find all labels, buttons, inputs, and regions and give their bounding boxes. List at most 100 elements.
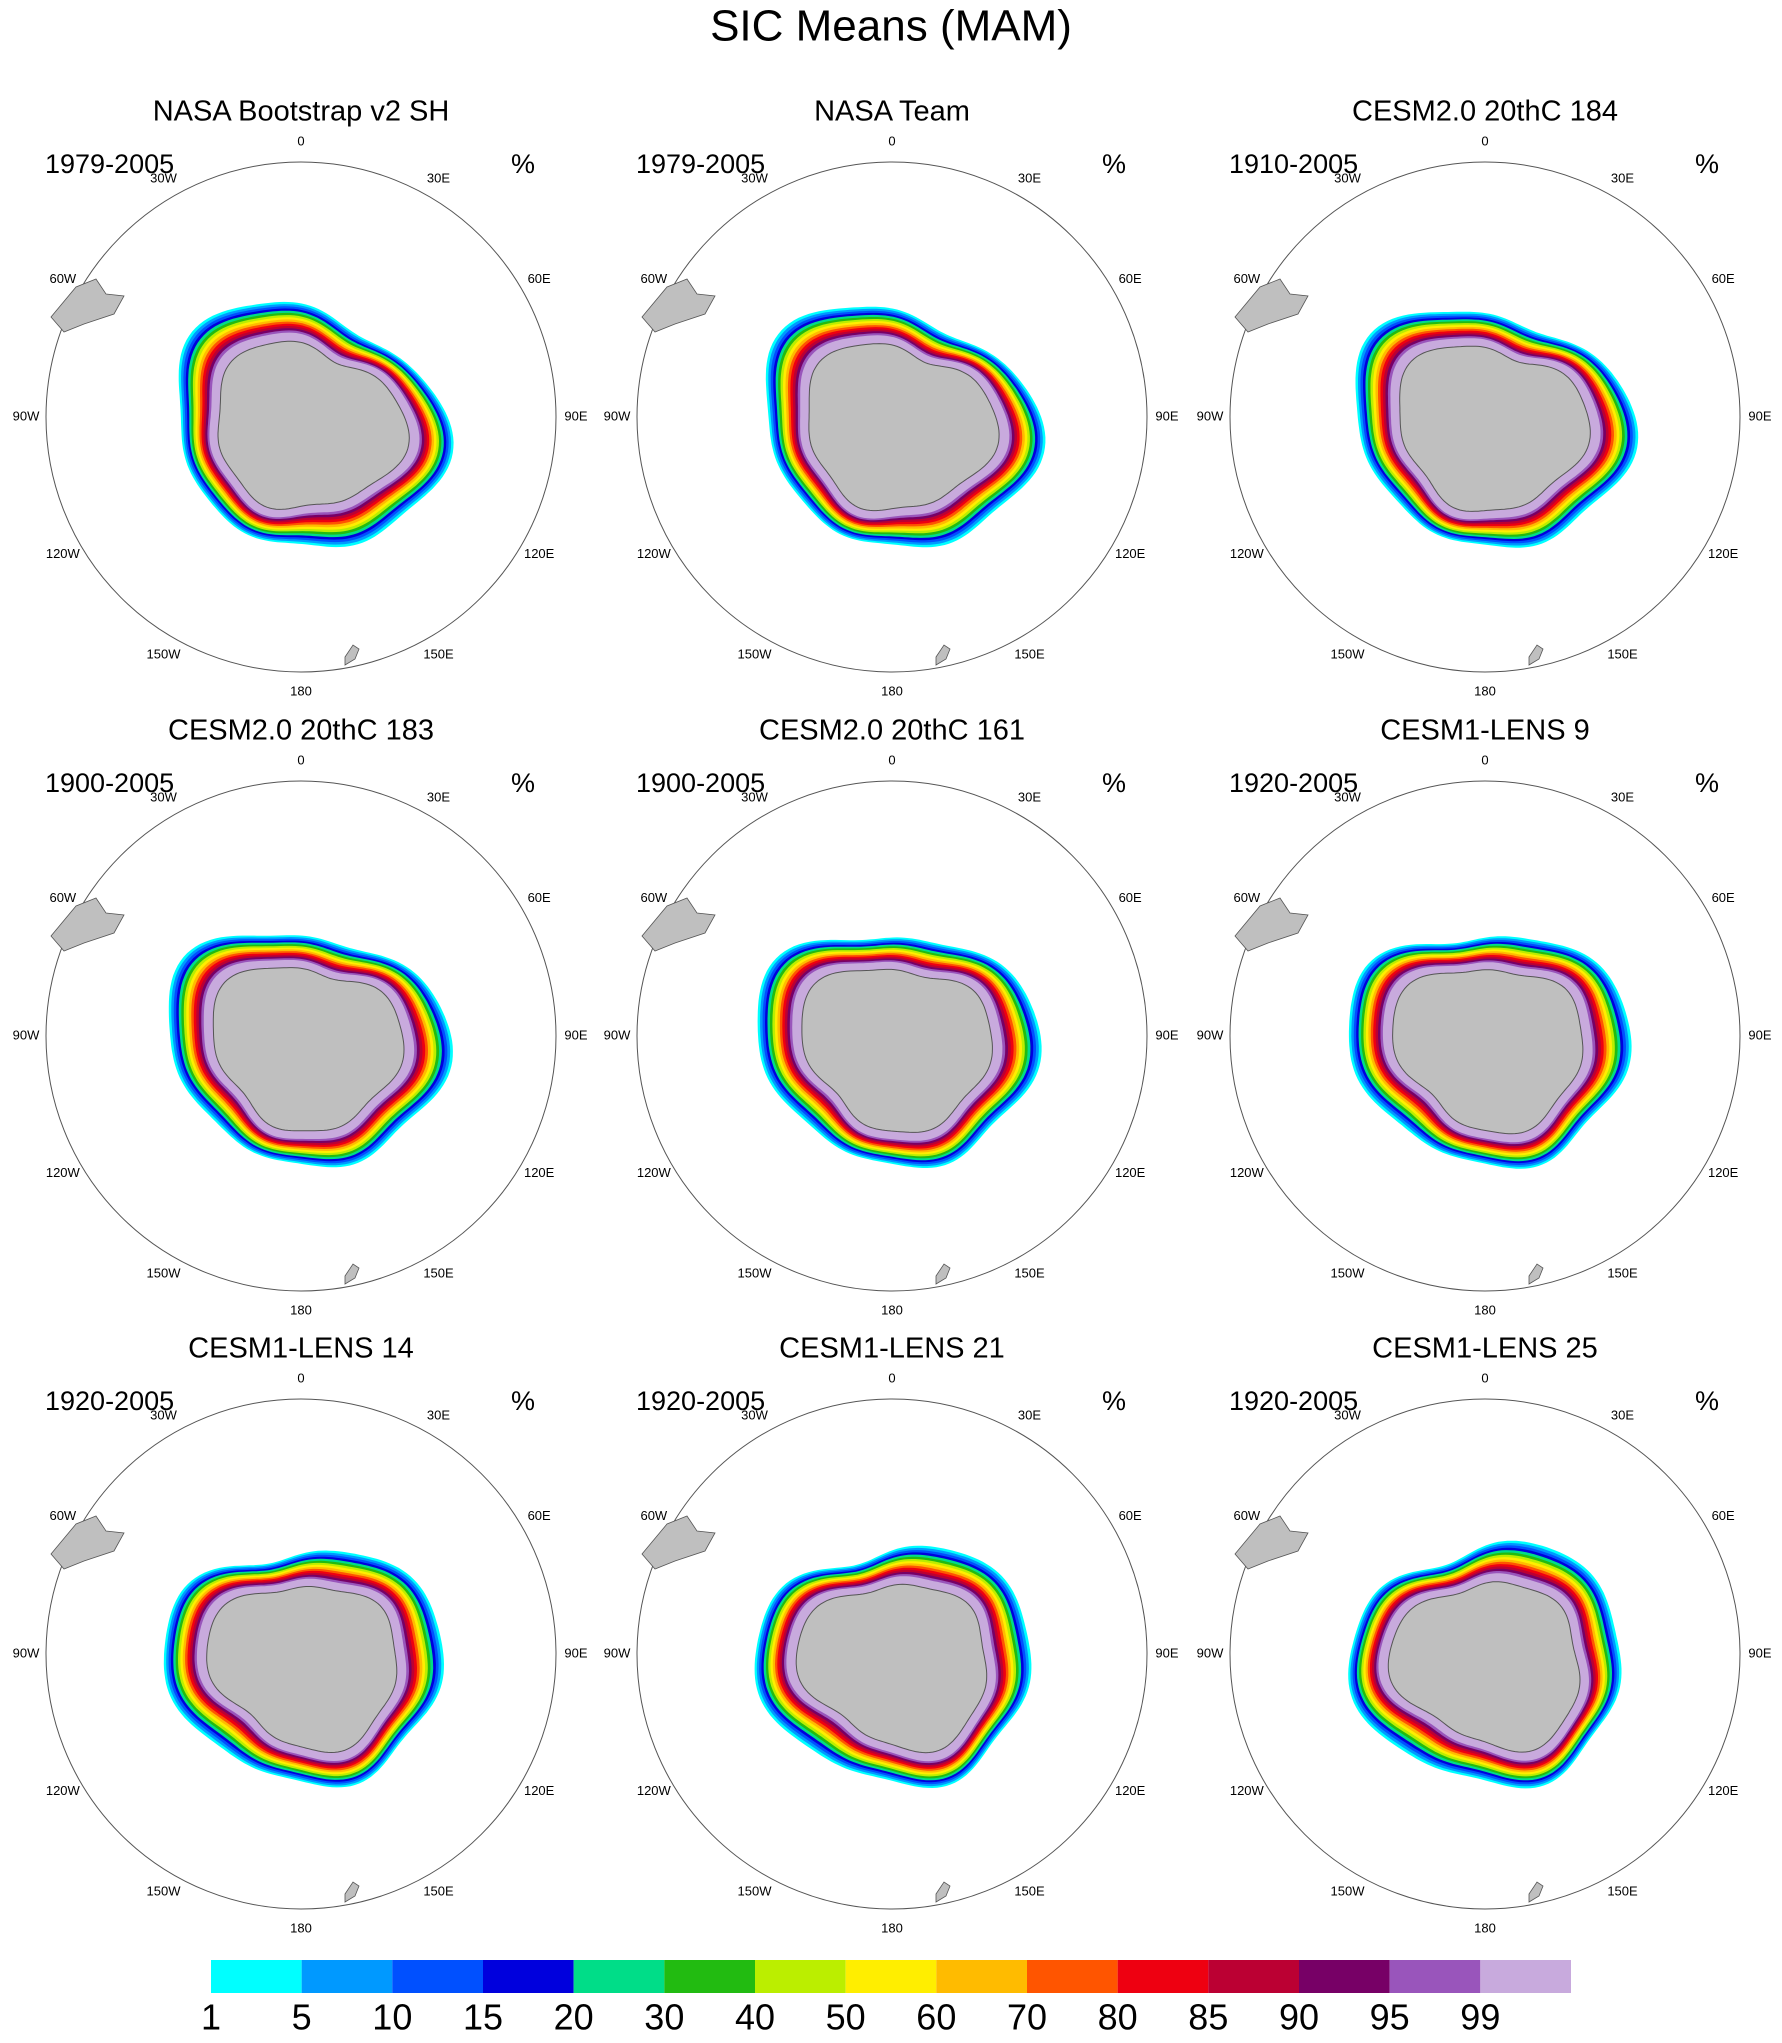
longitude-label: 60E bbox=[1119, 890, 1142, 905]
south-america bbox=[1234, 1515, 1309, 1570]
antarctica bbox=[795, 1583, 988, 1754]
longitude-label: 30E bbox=[1611, 170, 1634, 185]
longitude-label: 30E bbox=[1611, 789, 1634, 804]
longitude-label: 0 bbox=[297, 752, 304, 767]
longitude-label: 180 bbox=[290, 683, 312, 698]
colorbar-box bbox=[1480, 1960, 1571, 1993]
panel-title: NASA Bootstrap v2 SH bbox=[153, 96, 450, 128]
map-panel: CESM2.0 20thC 183 1900-2005 % 0 30E 60E 90E 120… bbox=[13, 715, 588, 1318]
longitude-label: 150E bbox=[1607, 1884, 1638, 1899]
longitude-label: 60W bbox=[49, 271, 76, 286]
longitude-label: 30E bbox=[1018, 170, 1041, 185]
longitude-label: 90W bbox=[1197, 1645, 1224, 1660]
south-america bbox=[641, 1515, 716, 1570]
antarctica bbox=[212, 967, 405, 1132]
longitude-label: 150W bbox=[147, 1266, 182, 1281]
longitude-label: 0 bbox=[1481, 752, 1488, 767]
new-zealand bbox=[935, 644, 951, 666]
longitude-label: 90E bbox=[564, 1645, 587, 1660]
antarctica bbox=[217, 340, 410, 510]
longitude-label: 30E bbox=[427, 170, 450, 185]
colorbar-label: 15 bbox=[463, 1997, 503, 2038]
panel-period: 1920-2005 bbox=[1229, 768, 1358, 798]
longitude-label: 60W bbox=[49, 890, 76, 905]
panel-title: CESM1-LENS 9 bbox=[1380, 715, 1590, 747]
longitude-label: 150W bbox=[147, 647, 182, 662]
colorbar-box bbox=[1117, 1960, 1209, 1993]
longitude-label: 180 bbox=[881, 1302, 903, 1317]
panel-units: % bbox=[1695, 768, 1719, 798]
longitude-label: 60E bbox=[1712, 1508, 1735, 1523]
south-america bbox=[50, 278, 125, 333]
new-zealand bbox=[935, 1263, 951, 1285]
longitude-label: 150E bbox=[1607, 647, 1638, 662]
longitude-label: 60W bbox=[640, 271, 667, 286]
longitude-label: 150W bbox=[738, 1266, 773, 1281]
longitude-label: 120E bbox=[1115, 1165, 1146, 1180]
panel-title: CESM1-LENS 25 bbox=[1372, 1333, 1598, 1365]
longitude-label: 180 bbox=[1474, 1302, 1496, 1317]
longitude-label: 180 bbox=[1474, 683, 1496, 698]
longitude-label: 150E bbox=[423, 1884, 454, 1899]
south-america bbox=[641, 278, 716, 333]
longitude-label: 150E bbox=[1014, 1266, 1045, 1281]
new-zealand bbox=[1528, 1881, 1544, 1903]
longitude-label: 30E bbox=[1018, 789, 1041, 804]
longitude-label: 60W bbox=[1233, 890, 1260, 905]
longitude-label: 120E bbox=[524, 1783, 555, 1798]
colorbar-box bbox=[845, 1960, 937, 1993]
colorbar-box bbox=[1208, 1960, 1299, 1993]
longitude-label: 150W bbox=[147, 1884, 182, 1899]
longitude-label: 60W bbox=[640, 1508, 667, 1523]
colorbar-label: 90 bbox=[1279, 1997, 1319, 2038]
longitude-label: 90E bbox=[1155, 1645, 1178, 1660]
longitude-label: 120W bbox=[46, 1165, 81, 1180]
new-zealand bbox=[1528, 644, 1544, 666]
antarctica bbox=[1387, 1581, 1581, 1753]
longitude-label: 90W bbox=[604, 1027, 631, 1042]
longitude-label: 30E bbox=[427, 1407, 450, 1422]
antarctica bbox=[206, 1586, 398, 1754]
antarctica bbox=[1399, 345, 1591, 512]
new-zealand bbox=[344, 1263, 360, 1285]
longitude-label: 30W bbox=[150, 789, 177, 804]
longitude-label: 0 bbox=[297, 133, 304, 148]
colorbar-box bbox=[301, 1960, 393, 1993]
panel-units: % bbox=[511, 1386, 535, 1416]
panel-period: 1979-2005 bbox=[636, 149, 765, 179]
panel-units: % bbox=[1695, 1386, 1719, 1416]
colorbar-label: 80 bbox=[1098, 1997, 1138, 2038]
longitude-label: 150E bbox=[423, 1266, 454, 1281]
new-zealand bbox=[1528, 1263, 1544, 1285]
panel-units: % bbox=[1102, 768, 1126, 798]
longitude-label: 120W bbox=[46, 546, 81, 561]
panel-title: CESM2.0 20thC 161 bbox=[759, 715, 1025, 747]
south-america bbox=[641, 897, 716, 952]
south-america bbox=[1234, 897, 1309, 952]
colorbar-label: 30 bbox=[644, 1997, 684, 2038]
panel-title: NASA Team bbox=[814, 96, 970, 128]
colorbar-label: 70 bbox=[1007, 1997, 1047, 2038]
panel-title: CESM2.0 20thC 184 bbox=[1352, 96, 1618, 128]
panel-period: 1920-2005 bbox=[636, 1386, 765, 1416]
longitude-label: 90W bbox=[604, 408, 631, 423]
longitude-label: 0 bbox=[297, 1370, 304, 1385]
panel-units: % bbox=[511, 149, 535, 179]
longitude-label: 90E bbox=[1155, 1027, 1178, 1042]
longitude-label: 60W bbox=[1233, 1508, 1260, 1523]
longitude-label: 0 bbox=[1481, 1370, 1488, 1385]
longitude-label: 90E bbox=[1748, 1027, 1771, 1042]
longitude-label: 150W bbox=[1331, 1884, 1366, 1899]
longitude-label: 120E bbox=[1708, 1783, 1739, 1798]
colorbar-label: 5 bbox=[292, 1997, 312, 2038]
antarctica bbox=[1392, 969, 1584, 1135]
longitude-label: 120W bbox=[637, 1783, 672, 1798]
colorbar-box bbox=[483, 1960, 574, 1993]
longitude-label: 120E bbox=[524, 546, 555, 561]
longitude-label: 120W bbox=[637, 546, 672, 561]
longitude-label: 120E bbox=[1115, 546, 1146, 561]
longitude-label: 90E bbox=[1748, 408, 1771, 423]
longitude-label: 180 bbox=[1474, 1920, 1496, 1935]
